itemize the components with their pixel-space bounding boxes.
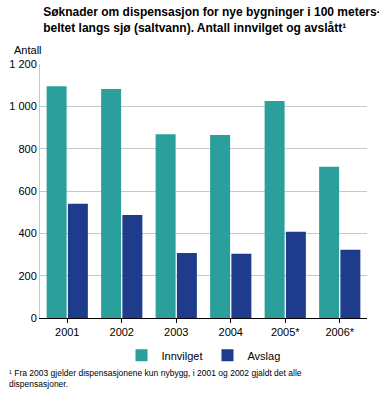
svg-text:Innvilget: Innvilget bbox=[162, 350, 203, 362]
svg-text:800: 800 bbox=[18, 143, 36, 155]
svg-text:Antall: Antall bbox=[14, 44, 42, 56]
svg-text:2006*: 2006* bbox=[325, 326, 354, 338]
svg-text:2002: 2002 bbox=[110, 326, 134, 338]
svg-text:Søknader om dispensasjon for n: Søknader om dispensasjon for nye bygning… bbox=[43, 5, 379, 35]
svg-text:1 200: 1 200 bbox=[9, 58, 37, 70]
svg-text:Avslag: Avslag bbox=[247, 350, 280, 362]
svg-text:200: 200 bbox=[18, 270, 36, 282]
svg-text:0: 0 bbox=[31, 312, 37, 324]
svg-text:2001: 2001 bbox=[55, 326, 79, 338]
svg-text:2003: 2003 bbox=[164, 326, 188, 338]
svg-text:2004: 2004 bbox=[219, 326, 243, 338]
svg-text:400: 400 bbox=[18, 227, 36, 239]
svg-text:1 000: 1 000 bbox=[9, 100, 37, 112]
svg-text:600: 600 bbox=[18, 185, 36, 197]
svg-text:2005*: 2005* bbox=[271, 326, 300, 338]
svg-text:¹ Fra 2003 gjelder dispensasjo: ¹ Fra 2003 gjelder dispensasjonene kun n… bbox=[9, 368, 302, 389]
